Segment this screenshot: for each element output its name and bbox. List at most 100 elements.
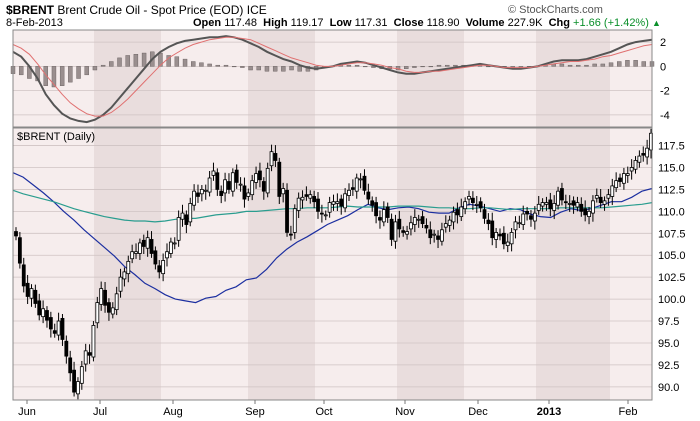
candle-body [227,181,231,190]
candle-body [645,147,650,158]
histogram-bar [133,54,139,67]
candle-body [602,200,607,205]
candle-body [556,190,560,206]
candle-body [354,177,359,192]
candle-body [308,194,313,199]
high-value: 119.17 [290,17,324,29]
histogram-bar [297,66,302,72]
month-band [397,30,464,127]
candle-body [393,221,398,242]
candle-body [230,172,235,192]
histogram-bar [412,66,417,68]
histogram-bar [68,66,73,83]
ohlc-readout: Open 117.48 High 119.17 Low 117.31 Close… [193,17,661,29]
candle-body [172,242,177,245]
indicator-tick-label: -2 [660,86,670,98]
month-band [464,30,536,127]
histogram-bar [182,58,188,67]
candle-body [428,229,433,239]
candle-body [498,233,502,237]
month-band [13,128,94,400]
moving-average-fast [12,172,653,304]
candle-body [168,241,173,254]
histogram-bar [592,63,597,67]
candle-body [409,222,413,230]
candle-body [440,229,444,242]
month-band [610,128,652,400]
candle-body [381,209,386,223]
candle-body [532,212,537,222]
histogram-bar [600,63,606,67]
histogram-bar [84,66,89,76]
candle-body [242,185,247,200]
month-band [464,128,536,400]
candle-body [211,170,216,176]
candle-body [598,196,603,203]
candle-body [25,282,30,297]
month-band [94,30,161,127]
candle-body [37,300,42,316]
candle-body [87,352,92,356]
histogram-bar [240,66,245,68]
candle-body [110,307,115,315]
candle-body [397,218,402,230]
histogram-bar [633,60,638,67]
candle-body [277,161,282,197]
candle-body [482,209,487,219]
histogram-bar [191,61,196,67]
price-tick-label: 92.5 [658,360,679,372]
candle-body [416,218,421,221]
candle-body [300,196,305,201]
candle-body [312,196,317,203]
indicator-tick-label: -4 [660,110,670,122]
candle-body [412,217,417,225]
candle-body [591,200,595,214]
candle-body [265,167,270,194]
candle-body [68,357,73,374]
candle-body [72,369,76,393]
price-tick-label: 105.0 [658,250,686,262]
candle-body [358,178,363,181]
histogram-bar [141,52,147,67]
candle-body [234,169,239,183]
x-tick-label: Oct [315,406,332,418]
candle-body [254,173,258,183]
histogram-bar [436,64,442,67]
x-tick-label: Jul [93,406,107,418]
month-band [161,128,248,400]
close-label: Close [393,17,424,29]
histogram-bar [59,66,65,86]
volume-label: Volume [465,17,505,29]
histogram-bar [404,66,409,69]
price-panel-label: $BRENT (Daily) [17,131,95,143]
month-band [536,30,610,127]
candle-body [467,196,471,200]
histogram-bar [92,66,98,71]
candle-body [64,340,69,357]
candle-body [304,194,309,197]
histogram-bar [18,66,24,76]
candle-body [126,260,131,275]
candle-body [91,325,96,358]
histogram-bar [125,55,130,67]
histogram-bar [231,66,237,68]
candle-body [141,239,146,247]
histogram-bar [100,64,106,67]
candle-body [606,194,611,199]
candle-body [451,211,456,223]
histogram-bar [641,61,647,67]
candle-body [122,271,127,280]
price-tick-label: 97.5 [658,316,679,328]
histogram-bar [117,57,122,67]
histogram-bar [559,63,565,67]
candle-body [432,233,437,236]
candle-body [60,317,65,340]
candle-body [292,208,297,233]
price-tick-label: 90.0 [658,382,679,394]
candle-body [501,232,506,245]
candle-body [323,214,328,217]
open-label: Open [193,17,222,29]
indicator-frame [12,29,653,128]
price-tick-label: 107.5 [658,228,686,240]
